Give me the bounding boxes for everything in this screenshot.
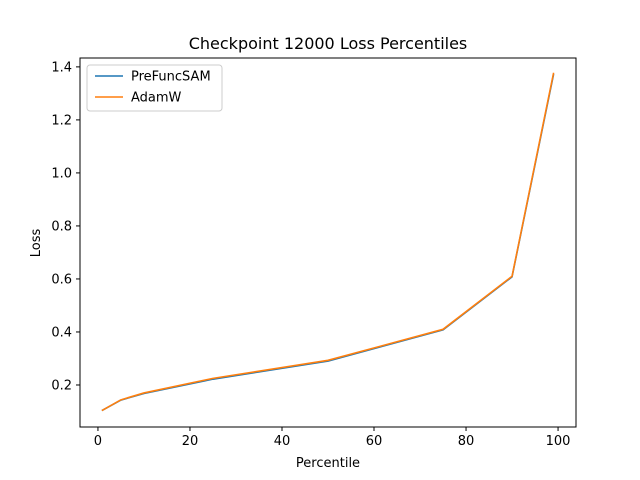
y-axis: 0.2 0.4 0.6 0.8 1.0 1.2 1.4 [51,60,80,393]
legend-label-prefuncsam: PreFuncSAM [131,70,211,85]
x-tick-label: 100 [546,434,571,449]
y-tick-label: 0.2 [51,378,72,393]
x-axis-label: Percentile [296,456,360,471]
series-line-adamw [101,72,555,412]
y-tick-label: 1.4 [51,60,72,75]
x-tick-label: 60 [366,434,383,449]
y-tick-label: 0.8 [51,219,72,234]
x-tick-label: 0 [94,434,102,449]
series-layer [101,72,555,412]
legend-label-adamw: AdamW [131,91,182,106]
x-axis: 0 20 40 60 80 100 [94,427,571,449]
y-tick-label: 0.4 [51,325,72,340]
plot-frame [79,57,577,428]
y-tick-label: 1.2 [51,113,72,128]
x-tick-label: 40 [274,434,291,449]
y-tick-label: 0.6 [51,272,72,287]
x-tick-label: 20 [182,434,199,449]
y-tick-label: 1.0 [51,166,72,181]
y-axis-label: Loss [29,229,44,258]
x-tick-label: 80 [458,434,475,449]
chart-title: Checkpoint 12000 Loss Percentiles [189,34,468,53]
legend: PreFuncSAM AdamW [86,64,223,112]
